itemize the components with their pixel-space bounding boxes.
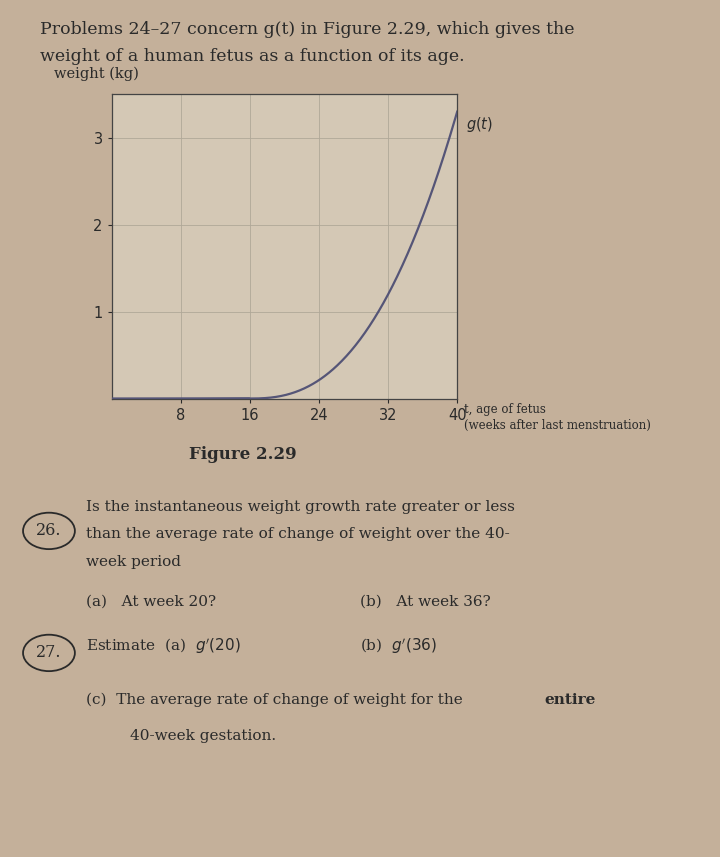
Text: than the average rate of change of weight over the 40-: than the average rate of change of weigh… bbox=[86, 527, 510, 542]
Text: week period: week period bbox=[86, 555, 181, 569]
Text: $g(t)$: $g(t)$ bbox=[466, 115, 493, 134]
Text: 27.: 27. bbox=[36, 644, 62, 661]
Text: t, age of fetus
(weeks after last menstruation): t, age of fetus (weeks after last menstr… bbox=[464, 403, 652, 432]
Text: (c)  The average rate of change of weight for the: (c) The average rate of change of weight… bbox=[86, 693, 468, 707]
Text: weight (kg): weight (kg) bbox=[54, 67, 139, 81]
Text: 40-week gestation.: 40-week gestation. bbox=[130, 729, 276, 743]
Text: 26.: 26. bbox=[36, 522, 62, 539]
Text: (a)   At week 20?: (a) At week 20? bbox=[86, 595, 217, 608]
Text: Problems 24–27 concern g(t) in Figure 2.29, which gives the: Problems 24–27 concern g(t) in Figure 2.… bbox=[40, 21, 574, 38]
Text: Figure 2.29: Figure 2.29 bbox=[189, 446, 297, 463]
Text: entire: entire bbox=[544, 693, 595, 707]
Text: Estimate  (a)  $g'(20)$: Estimate (a) $g'(20)$ bbox=[86, 637, 241, 656]
Text: Is the instantaneous weight growth rate greater or less: Is the instantaneous weight growth rate … bbox=[86, 500, 516, 514]
Text: (b)   At week 36?: (b) At week 36? bbox=[360, 595, 491, 608]
Text: (b)  $g'(36)$: (b) $g'(36)$ bbox=[360, 637, 437, 656]
Text: weight of a human fetus as a function of its age.: weight of a human fetus as a function of… bbox=[40, 48, 464, 65]
